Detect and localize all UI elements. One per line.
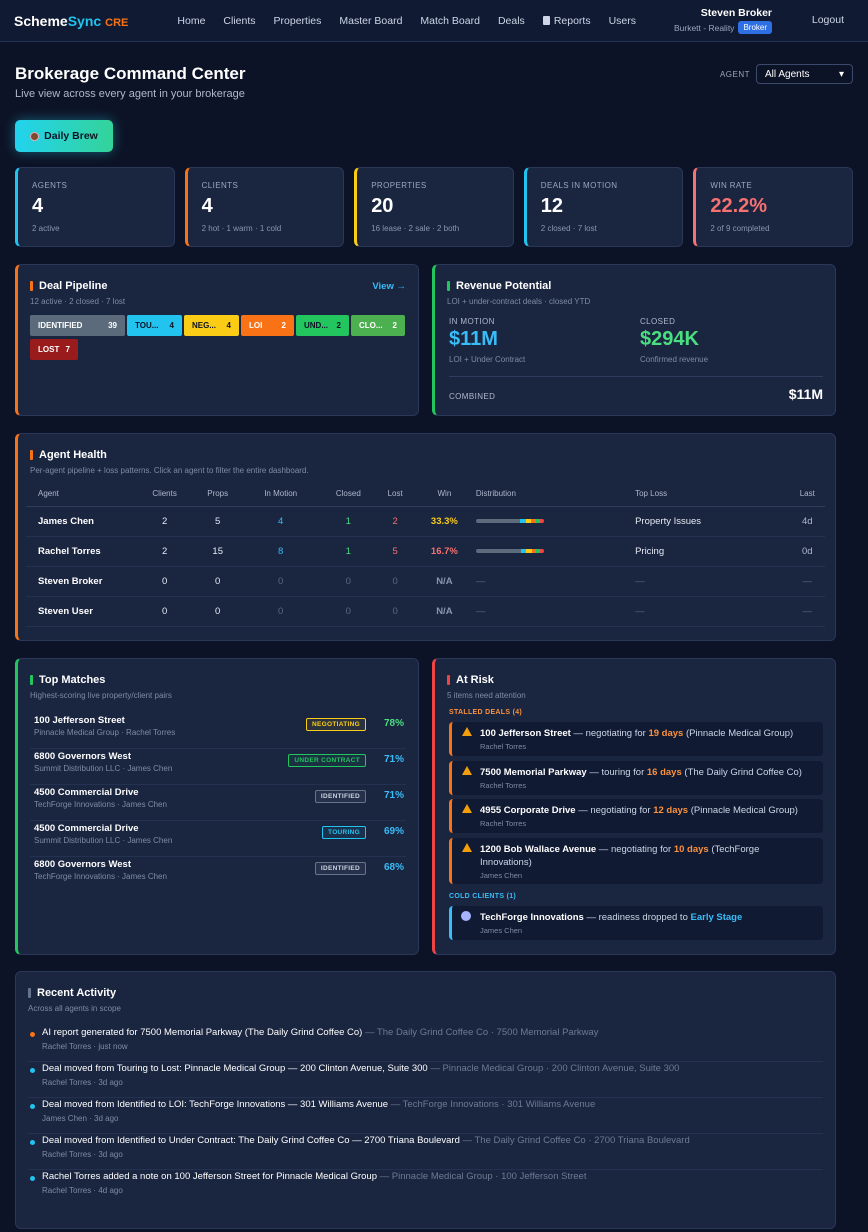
- nav-users[interactable]: Users: [608, 14, 636, 27]
- warning-icon: [462, 843, 472, 852]
- stalled-deal-item[interactable]: 1200 Bob Wallace Avenue — negotiating fo…: [449, 838, 823, 884]
- match-item[interactable]: 100 Jefferson Street Pinnacle Medical Gr…: [30, 713, 406, 749]
- coffee-icon: [30, 131, 40, 141]
- distribution-bar: [475, 548, 544, 553]
- match-item[interactable]: 6800 Governors West TechForge Innovation…: [34, 859, 404, 881]
- stage-negotiating[interactable]: NEG... 4: [184, 315, 239, 336]
- stage-identified[interactable]: IDENTIFIED 39: [30, 315, 125, 336]
- page-title: Brokerage Command Center: [15, 64, 246, 83]
- nav-reports[interactable]: Reports: [534, 15, 600, 27]
- nav-match-board[interactable]: Match Board: [420, 14, 480, 27]
- user-box: Steven Broker Burkett - Reality Broker: [674, 7, 772, 34]
- table-row[interactable]: Steven Broker 0 0 0 0 0 N/A — — —: [26, 566, 825, 597]
- nav-clients[interactable]: Clients: [223, 14, 256, 27]
- status-badge: TOURING: [322, 826, 366, 839]
- role-badge: Broker: [738, 21, 772, 34]
- top-nav: Scheme Sync CRE Home Clients Properties Ma…: [0, 0, 868, 42]
- match-item[interactable]: 6800 Governors West Summit Distribution …: [30, 749, 406, 785]
- stage-lost[interactable]: LOST 7: [30, 339, 78, 360]
- kpi-deals-in-motion[interactable]: DEALS IN MOTION 12 2 closed · 7 lost: [523, 167, 684, 247]
- page-header: Brokerage Command Center Live view acros…: [0, 42, 868, 252]
- at-risk-panel: At Risk 5 items need attention STALLED D…: [432, 658, 836, 955]
- kpi-win-rate[interactable]: WIN RATE 22.2% 2 of 9 completed: [693, 167, 853, 247]
- in-motion-value: $11M: [449, 328, 498, 350]
- nav-links: Home Clients Properties Master Board Mat…: [168, 15, 645, 27]
- status-badge: UNDER CONTRACT: [288, 754, 366, 767]
- revenue-panel: Revenue Potential LOI + under-contract d…: [432, 264, 836, 416]
- nav-properties[interactable]: Properties: [273, 14, 322, 27]
- page-subtitle: Live view across every agent in your bro…: [15, 88, 245, 100]
- pipeline-stages: IDENTIFIED 39 TOU... 4 NEG... 4 LOI 2 UND...…: [30, 315, 405, 336]
- combined-value: $11M: [788, 386, 823, 402]
- status-badge: NEGOTIATING: [306, 718, 366, 731]
- agent-filter: AGENT All Agents ▾: [720, 64, 853, 84]
- stage-under-contract[interactable]: UND... 2: [296, 315, 349, 336]
- activity-item[interactable]: Rachel Torres added a note on 100 Jeffer…: [28, 1170, 823, 1206]
- kpi-row: AGENTS 4 2 active CLIENTS 4 2 hot · 1 wa…: [15, 167, 853, 247]
- app-logo[interactable]: Scheme Sync CRE: [14, 12, 129, 29]
- cold-client-item[interactable]: TechForge Innovations — readiness droppe…: [449, 906, 823, 940]
- activity-item[interactable]: Deal moved from Identified to LOI: TechF…: [28, 1098, 823, 1134]
- agent-health-panel: Agent Health Per-agent pipeline + loss p…: [15, 433, 836, 641]
- activity-item[interactable]: AI report generated for 7500 Memorial Pa…: [28, 1026, 823, 1062]
- panel-title: Recent Activity: [37, 987, 117, 999]
- nav-home[interactable]: Home: [177, 14, 206, 27]
- agent-health-table: Agent Clients Props In Motion Closed Los…: [26, 482, 825, 627]
- agent-select[interactable]: All Agents ▾: [756, 64, 853, 84]
- stage-loi[interactable]: LOI 2: [241, 315, 294, 336]
- panel-title: Agent Health: [39, 449, 107, 461]
- stalled-deal-item[interactable]: 4955 Corporate Drive — negotiating for 1…: [449, 799, 823, 833]
- user-org: Burkett - Reality: [673, 22, 735, 33]
- table-row[interactable]: Rachel Torres 2 15 8 1 5 16.7% Pricing 0…: [26, 536, 825, 567]
- match-item[interactable]: 4500 Commercial Drive Summit Distributio…: [30, 821, 406, 857]
- kpi-properties[interactable]: PROPERTIES 20 16 lease · 2 sale · 2 both: [354, 167, 514, 247]
- panel-title: Revenue Potential: [456, 280, 552, 292]
- panel-title: Deal Pipeline: [39, 280, 108, 292]
- kpi-agents[interactable]: AGENTS 4 2 active: [15, 167, 175, 247]
- top-matches-panel: Top Matches Highest-scoring live propert…: [15, 658, 419, 955]
- user-name: Steven Broker: [700, 7, 772, 19]
- nav-master-board[interactable]: Master Board: [339, 14, 403, 27]
- status-badge: IDENTIFIED: [314, 790, 366, 803]
- status-dot: [30, 1176, 35, 1181]
- status-dot: [30, 1032, 35, 1037]
- distribution-bar: [475, 518, 544, 523]
- panel-title: Top Matches: [39, 674, 106, 686]
- activity-item[interactable]: Deal moved from Identified to Under Cont…: [28, 1134, 823, 1170]
- cold-face-icon: [461, 911, 471, 921]
- closed-value: $294K: [640, 328, 699, 350]
- chevron-down-icon: ▾: [838, 68, 844, 80]
- logout-link[interactable]: Logout: [811, 14, 844, 26]
- warning-icon: [462, 804, 472, 813]
- panel-title: At Risk: [456, 674, 494, 686]
- nav-deals[interactable]: Deals: [497, 14, 525, 27]
- divider: [449, 376, 823, 377]
- status-dot: [30, 1140, 35, 1145]
- warning-icon: [462, 766, 472, 775]
- daily-brew-button[interactable]: Daily Brew: [15, 120, 113, 152]
- table-row[interactable]: James Chen 2 5 4 1 2 33.3% Property Issu…: [26, 506, 825, 537]
- stalled-deal-item[interactable]: 100 Jefferson Street — negotiating for 1…: [449, 722, 823, 756]
- pipeline-view-link[interactable]: View →: [372, 281, 406, 292]
- deal-pipeline-panel: Deal Pipeline 12 active · 2 closed · 7 l…: [15, 264, 419, 416]
- stage-closed[interactable]: CLO... 2: [351, 315, 405, 336]
- stage-touring[interactable]: TOU... 4: [127, 315, 182, 336]
- recent-activity-panel: Recent Activity Across all agents in sco…: [15, 971, 836, 1229]
- status-dot: [30, 1104, 35, 1109]
- activity-item[interactable]: Deal moved from Touring to Lost: Pinnacl…: [28, 1062, 823, 1098]
- warning-icon: [462, 727, 472, 736]
- stalled-deal-item[interactable]: 7500 Memorial Parkway — touring for 16 d…: [449, 761, 823, 795]
- match-item[interactable]: 4500 Commercial Drive TechForge Innovati…: [30, 785, 406, 821]
- document-icon: [542, 16, 550, 25]
- status-dot: [30, 1068, 35, 1073]
- table-row[interactable]: Steven User 0 0 0 0 0 N/A — — —: [26, 596, 825, 627]
- kpi-clients[interactable]: CLIENTS 4 2 hot · 1 warm · 1 cold: [184, 167, 345, 247]
- status-badge: IDENTIFIED: [314, 862, 366, 875]
- agent-filter-label: AGENT: [719, 69, 750, 79]
